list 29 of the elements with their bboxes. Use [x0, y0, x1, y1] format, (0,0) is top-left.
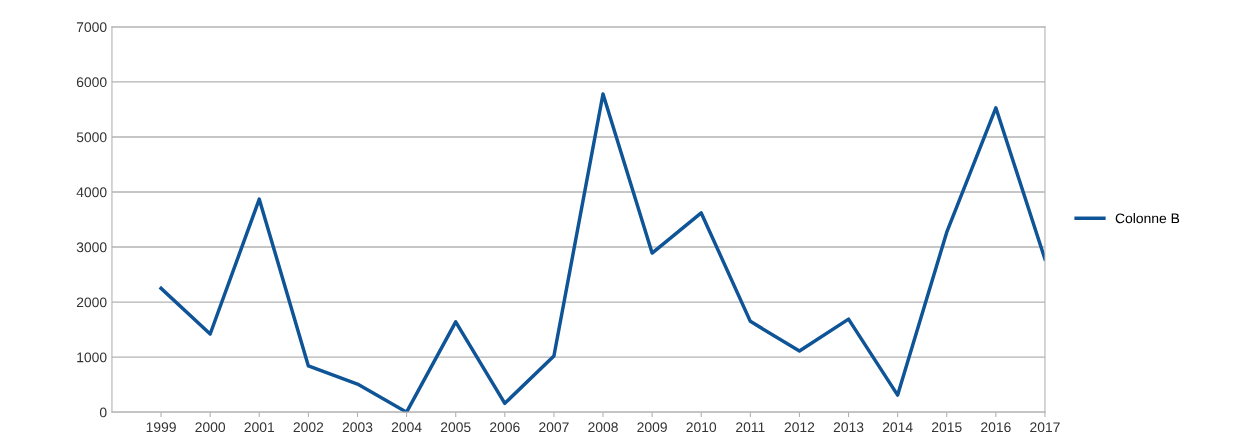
x-tick-label: 2014 [882, 422, 913, 433]
x-tick-label: 2002 [293, 422, 324, 433]
x-tick-label: 2000 [195, 422, 226, 433]
x-tick-label: 2011 [736, 422, 765, 433]
y-tick-label: 7000 [76, 22, 107, 33]
x-tick-label: 2008 [588, 422, 618, 433]
x-tick-label: 2005 [440, 422, 471, 433]
x-tick-label: 2017 [1030, 422, 1060, 433]
y-tick-label: 2000 [76, 297, 107, 308]
y-tick-label: 3000 [76, 242, 107, 253]
legend-label: Colonne B [1115, 213, 1180, 224]
x-tick-label: 2007 [539, 422, 569, 433]
x-tick-label: 2013 [833, 422, 864, 433]
x-tick-label: 1999 [146, 422, 176, 433]
y-tick-label: 1000 [77, 352, 107, 363]
x-tick-label: 2012 [784, 422, 815, 433]
x-tick-label: 2003 [342, 422, 373, 433]
x-tick-label: 2004 [391, 422, 422, 433]
x-tick-label: 2010 [686, 422, 717, 433]
x-tick-label: 2016 [981, 422, 1011, 433]
y-tick-label: 0 [99, 407, 107, 418]
x-tick-label: 2015 [932, 422, 962, 433]
x-tick-label: 2006 [490, 422, 520, 433]
x-tick-label: 2001 [244, 422, 275, 433]
y-tick-label: 6000 [76, 77, 107, 88]
y-tick-label: 4000 [76, 187, 107, 198]
x-tick-label: 2009 [637, 422, 667, 433]
y-tick-label: 5000 [76, 132, 107, 143]
line-series [159, 92, 1045, 413]
